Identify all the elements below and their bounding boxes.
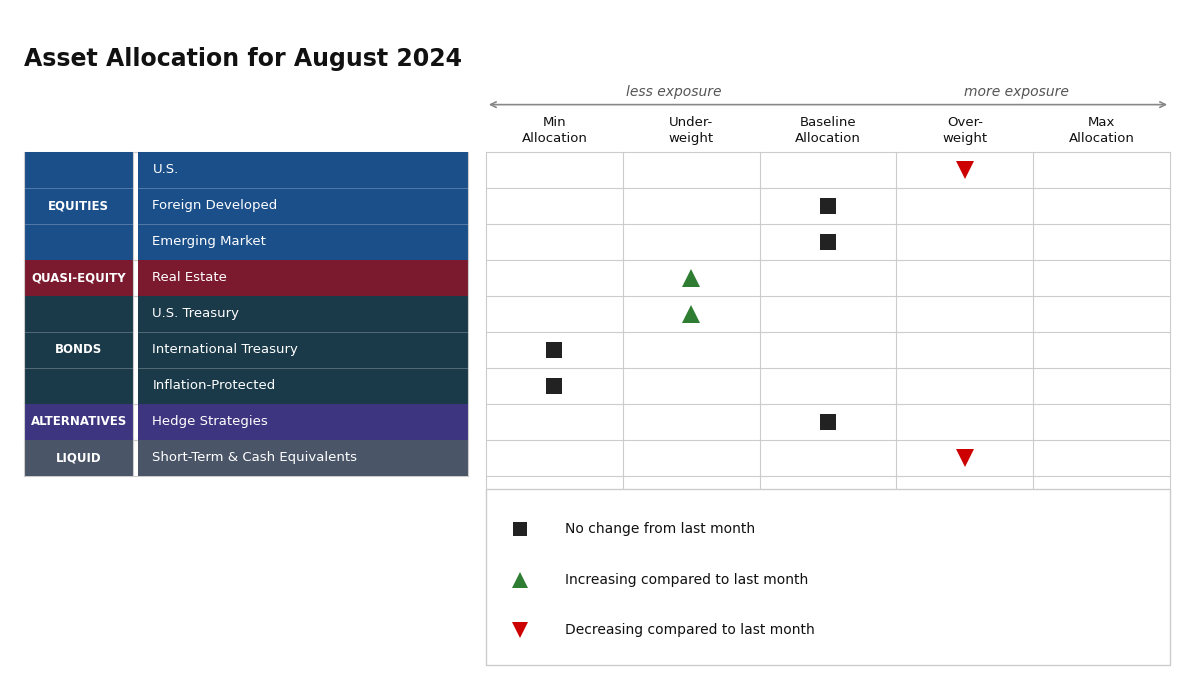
Text: EQUITIES: EQUITIES (48, 199, 109, 213)
Text: less exposure: less exposure (626, 85, 722, 99)
Text: QUASI-EQUITY: QUASI-EQUITY (31, 271, 126, 284)
Text: No change from last month: No change from last month (565, 522, 755, 537)
Text: Under-
weight: Under- weight (668, 116, 714, 145)
Text: Max
Allocation: Max Allocation (1069, 116, 1134, 145)
Text: BONDS: BONDS (55, 344, 102, 356)
Text: Baseline
Allocation: Baseline Allocation (796, 116, 860, 145)
Text: Short-Term & Cash Equivalents: Short-Term & Cash Equivalents (152, 452, 358, 464)
Text: Min
Allocation: Min Allocation (522, 116, 587, 145)
Text: more exposure: more exposure (964, 85, 1068, 99)
Bar (24, 440, 133, 476)
Text: Emerging Market: Emerging Market (152, 236, 266, 248)
Bar (138, 260, 468, 296)
Bar (138, 404, 468, 440)
Text: Decreasing compared to last month: Decreasing compared to last month (565, 623, 815, 637)
Text: U.S. Treasury: U.S. Treasury (152, 307, 240, 321)
Bar (24, 152, 133, 260)
Text: Foreign Developed: Foreign Developed (152, 199, 277, 213)
Text: Inflation-Protected: Inflation-Protected (152, 379, 276, 392)
Text: ALTERNATIVES: ALTERNATIVES (30, 415, 127, 429)
Bar (138, 440, 468, 476)
Bar (24, 404, 133, 440)
Text: Asset Allocation for August 2024: Asset Allocation for August 2024 (24, 47, 462, 72)
Text: International Treasury: International Treasury (152, 344, 299, 356)
Bar (24, 296, 133, 404)
Text: LIQUID: LIQUID (55, 452, 102, 464)
Text: Real Estate: Real Estate (152, 271, 227, 284)
Bar (24, 260, 133, 296)
Text: Hedge Strategies: Hedge Strategies (152, 415, 268, 429)
Text: U.S.: U.S. (152, 163, 179, 176)
Text: Over-
weight: Over- weight (942, 116, 988, 145)
Text: Increasing compared to last month: Increasing compared to last month (565, 572, 809, 587)
